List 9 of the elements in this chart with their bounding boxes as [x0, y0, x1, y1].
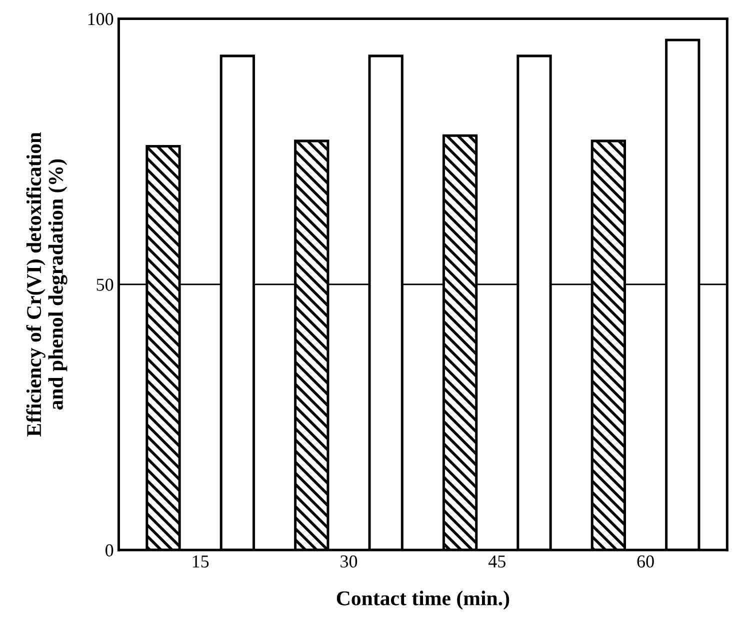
x-tick-label: 15 — [192, 555, 209, 568]
x-tick-label: 60 — [637, 555, 654, 568]
x-axis-title: Contact time (min.) — [336, 590, 510, 610]
x-tick-label: 30 — [340, 555, 358, 568]
x-tick-label: 45 — [488, 556, 506, 568]
y-axis-title: Efficiency of Cr(VI) detoxification and phenol degradation (%) — [26, 132, 68, 436]
y-tick-label: 100 — [88, 13, 114, 26]
y-tick-label: 50 — [96, 278, 114, 291]
y-tick-label: 0 — [106, 544, 114, 556]
